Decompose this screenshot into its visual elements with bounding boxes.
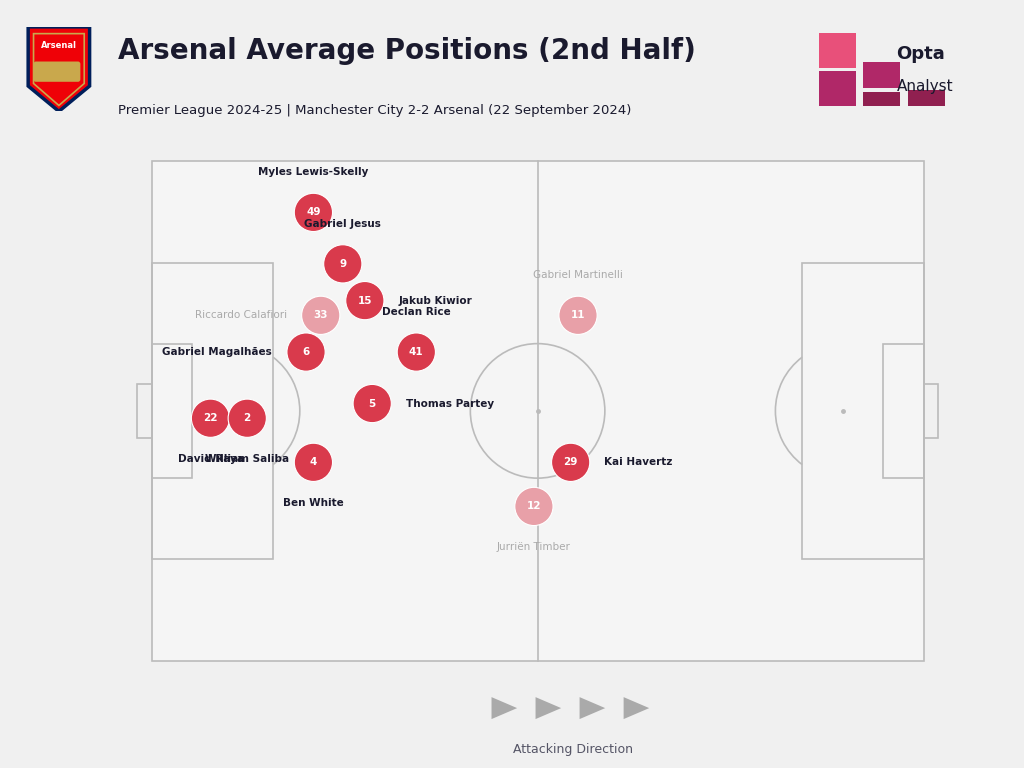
Text: 29: 29 bbox=[563, 457, 578, 468]
Polygon shape bbox=[536, 697, 561, 719]
Text: David Raya: David Raya bbox=[177, 454, 244, 464]
Text: Gabriel Jesus: Gabriel Jesus bbox=[304, 219, 381, 229]
Circle shape bbox=[294, 443, 333, 482]
Text: 5: 5 bbox=[369, 399, 376, 409]
Circle shape bbox=[552, 443, 590, 482]
Bar bbox=[924, 384, 938, 438]
Circle shape bbox=[353, 385, 391, 422]
Bar bbox=[863, 91, 900, 106]
Text: 22: 22 bbox=[203, 413, 218, 423]
Text: 33: 33 bbox=[313, 310, 328, 320]
Circle shape bbox=[559, 296, 597, 334]
Circle shape bbox=[346, 282, 384, 319]
Circle shape bbox=[397, 333, 435, 371]
Polygon shape bbox=[492, 697, 517, 719]
Bar bbox=[907, 90, 944, 106]
Text: William Saliba: William Saliba bbox=[205, 454, 290, 464]
Circle shape bbox=[287, 333, 326, 371]
Text: Ben White: Ben White bbox=[283, 498, 344, 508]
Text: Arsenal: Arsenal bbox=[41, 41, 77, 50]
Circle shape bbox=[294, 194, 333, 231]
Text: Thomas Partey: Thomas Partey bbox=[407, 399, 495, 409]
Text: Attacking Direction: Attacking Direction bbox=[513, 743, 634, 756]
Text: 11: 11 bbox=[570, 310, 586, 320]
Text: 4: 4 bbox=[309, 457, 317, 468]
Circle shape bbox=[515, 488, 553, 525]
Bar bbox=[137, 384, 152, 438]
Bar bbox=[152, 263, 273, 559]
Text: Jakub Kiwior: Jakub Kiwior bbox=[398, 296, 472, 306]
Circle shape bbox=[302, 296, 340, 334]
Text: Kai Havertz: Kai Havertz bbox=[604, 457, 673, 468]
Bar bbox=[152, 343, 193, 478]
Text: Myles Lewis-Skelly: Myles Lewis-Skelly bbox=[258, 167, 369, 177]
Bar bbox=[819, 71, 856, 106]
Text: 15: 15 bbox=[357, 296, 372, 306]
FancyBboxPatch shape bbox=[34, 61, 81, 82]
Text: Opta: Opta bbox=[897, 45, 945, 63]
Circle shape bbox=[228, 399, 266, 437]
Bar bbox=[863, 62, 900, 88]
Text: Declan Rice: Declan Rice bbox=[382, 306, 451, 316]
Text: Arsenal Average Positions (2nd Half): Arsenal Average Positions (2nd Half) bbox=[118, 38, 695, 65]
Text: Gabriel Martinelli: Gabriel Martinelli bbox=[534, 270, 623, 280]
Text: 9: 9 bbox=[339, 259, 346, 269]
Text: Premier League 2024-25 | Manchester City 2-2 Arsenal (22 September 2024): Premier League 2024-25 | Manchester City… bbox=[118, 104, 631, 117]
Text: Analyst: Analyst bbox=[897, 78, 953, 94]
Text: Jurriën Timber: Jurriën Timber bbox=[497, 541, 570, 551]
Bar bbox=[802, 263, 924, 559]
Polygon shape bbox=[580, 697, 605, 719]
Polygon shape bbox=[29, 27, 90, 111]
Polygon shape bbox=[624, 697, 649, 719]
Bar bbox=[883, 343, 924, 478]
Text: 41: 41 bbox=[409, 347, 424, 357]
Circle shape bbox=[191, 399, 229, 437]
Text: 49: 49 bbox=[306, 207, 321, 217]
Text: 6: 6 bbox=[302, 347, 309, 357]
Text: Riccardo Calafiori: Riccardo Calafiori bbox=[195, 310, 287, 320]
Text: 12: 12 bbox=[526, 502, 541, 511]
Text: Gabriel Magalhães: Gabriel Magalhães bbox=[163, 347, 272, 357]
Bar bbox=[819, 32, 856, 68]
Text: 2: 2 bbox=[244, 413, 251, 423]
Circle shape bbox=[324, 245, 361, 283]
